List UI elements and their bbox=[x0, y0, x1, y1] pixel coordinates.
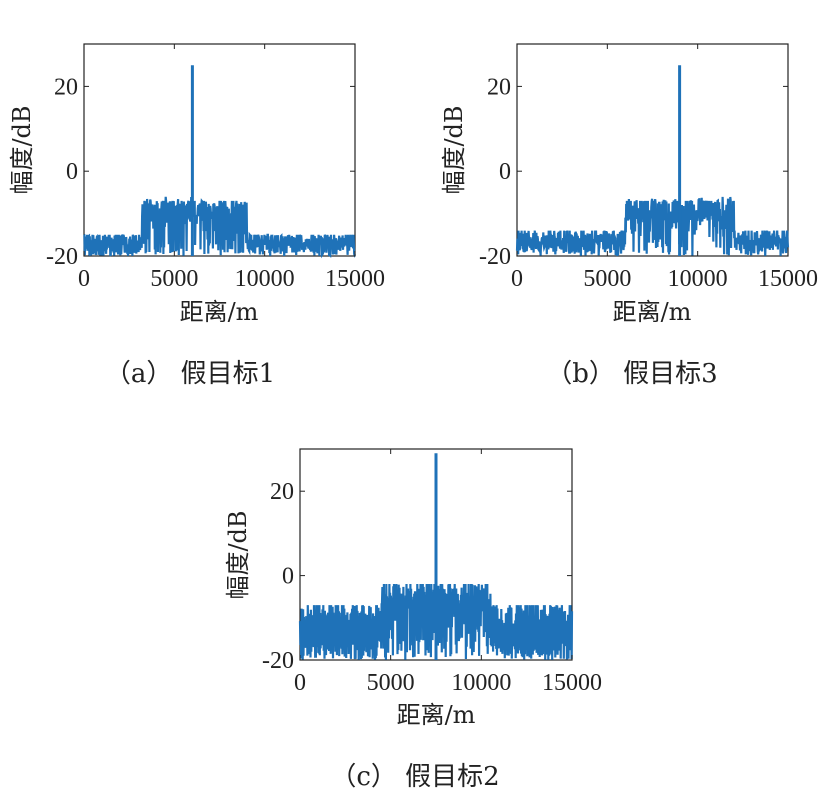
y-axis: -20 0 20 bbox=[262, 479, 572, 674]
y-tick-label: -20 bbox=[479, 244, 511, 270]
x-axis-label: 距离/m bbox=[613, 298, 692, 326]
x-tick-label: 10000 bbox=[451, 670, 511, 696]
y-tick-label: -20 bbox=[262, 648, 294, 674]
panel-caption: （a） 假目标1 bbox=[105, 359, 275, 389]
y-tick-label: 20 bbox=[487, 74, 511, 100]
y-tick-label: -20 bbox=[46, 244, 78, 270]
y-tick-label: 20 bbox=[54, 74, 78, 100]
x-axis: 0 5000 10000 15000 bbox=[294, 449, 602, 696]
x-tick-label: 0 bbox=[511, 266, 523, 292]
x-tick-label: 5000 bbox=[150, 266, 198, 292]
y-axis: -20 0 20 bbox=[46, 74, 355, 270]
noise-series-line bbox=[515, 196, 790, 257]
x-axis: 0 5000 10000 15000 bbox=[78, 44, 385, 292]
x-tick-label: 0 bbox=[78, 266, 90, 292]
noise-series-line bbox=[83, 196, 356, 259]
x-tick-label: 10000 bbox=[668, 266, 728, 292]
y-axis-label: 幅度/dB bbox=[224, 510, 252, 599]
x-tick-label: 15000 bbox=[542, 670, 602, 696]
plot-frame bbox=[83, 43, 356, 257]
x-tick-label: 15000 bbox=[325, 266, 385, 292]
x-axis-label: 距离/m bbox=[397, 701, 476, 729]
y-tick-label: 20 bbox=[270, 479, 294, 505]
y-axis: -20 0 20 bbox=[479, 74, 788, 270]
y-tick-label: 0 bbox=[499, 159, 511, 185]
x-tick-label: 0 bbox=[294, 670, 306, 696]
x-tick-label: 15000 bbox=[758, 266, 818, 292]
x-axis: 0 5000 10000 15000 bbox=[511, 44, 818, 292]
plot-area bbox=[298, 453, 574, 660]
x-tick-label: 5000 bbox=[367, 670, 415, 696]
y-axis-label: 幅度/dB bbox=[8, 105, 36, 194]
y-tick-label: 0 bbox=[282, 564, 294, 590]
plot-area bbox=[515, 65, 790, 257]
plot-area bbox=[83, 65, 356, 259]
y-tick-label: 0 bbox=[66, 159, 78, 185]
panel-caption: （b） 假目标3 bbox=[546, 359, 717, 389]
x-axis-label: 距离/m bbox=[180, 298, 259, 326]
panel-caption: （c） 假目标2 bbox=[330, 762, 499, 792]
x-tick-label: 10000 bbox=[235, 266, 295, 292]
y-axis-label: 幅度/dB bbox=[440, 105, 468, 194]
x-tick-label: 5000 bbox=[583, 266, 631, 292]
plot-frame bbox=[516, 43, 789, 257]
